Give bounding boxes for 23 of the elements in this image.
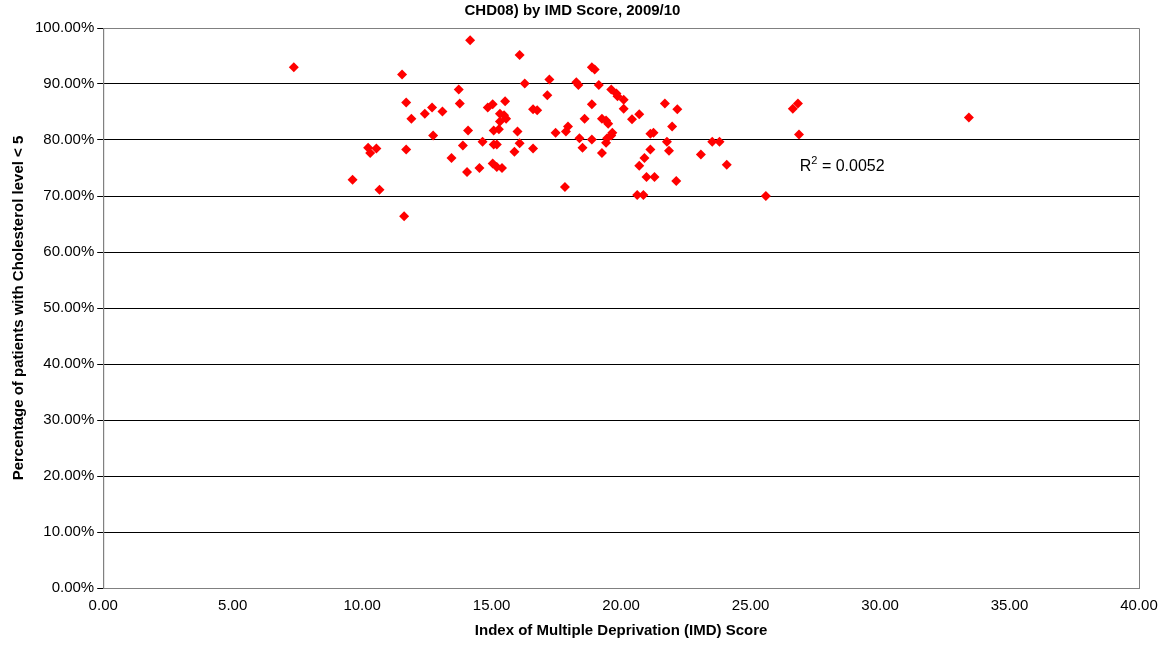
x-tick-label: 40.00 bbox=[1120, 596, 1158, 614]
x-tick-label: 30.00 bbox=[861, 596, 899, 614]
y-tick-label: 40.00% bbox=[43, 354, 95, 372]
x-tick-label: 20.00 bbox=[602, 596, 640, 614]
y-tick-label: 100.00% bbox=[35, 18, 95, 36]
y-axis-title: Percentage of patients with Cholesterol level < 5 bbox=[9, 135, 27, 481]
y-tick-label: 60.00% bbox=[43, 242, 95, 260]
x-tick-label: 35.00 bbox=[990, 596, 1029, 614]
x-tick-label: 0.00 bbox=[88, 596, 118, 614]
x-tick-label: 15.00 bbox=[472, 596, 511, 614]
y-tick-label: 80.00% bbox=[43, 130, 95, 148]
x-tick-label: 25.00 bbox=[731, 596, 770, 614]
y-tick-label: 30.00% bbox=[43, 410, 95, 428]
x-axis-title: Index of Multiple Deprivation (IMD) Score bbox=[474, 621, 768, 639]
x-tick-label: 10.00 bbox=[343, 596, 381, 614]
y-tick-label: 10.00% bbox=[43, 522, 95, 540]
x-tick-label: 5.00 bbox=[218, 596, 248, 614]
y-tick-label: 50.00% bbox=[43, 298, 95, 316]
y-tick-label: 90.00% bbox=[43, 74, 95, 92]
chart-title: CHD08) by IMD Score, 2009/10 bbox=[464, 1, 681, 19]
y-tick-label: 20.00% bbox=[43, 466, 95, 484]
y-tick-label: 0.00% bbox=[51, 578, 95, 596]
y-tick-label: 70.00% bbox=[43, 186, 95, 204]
